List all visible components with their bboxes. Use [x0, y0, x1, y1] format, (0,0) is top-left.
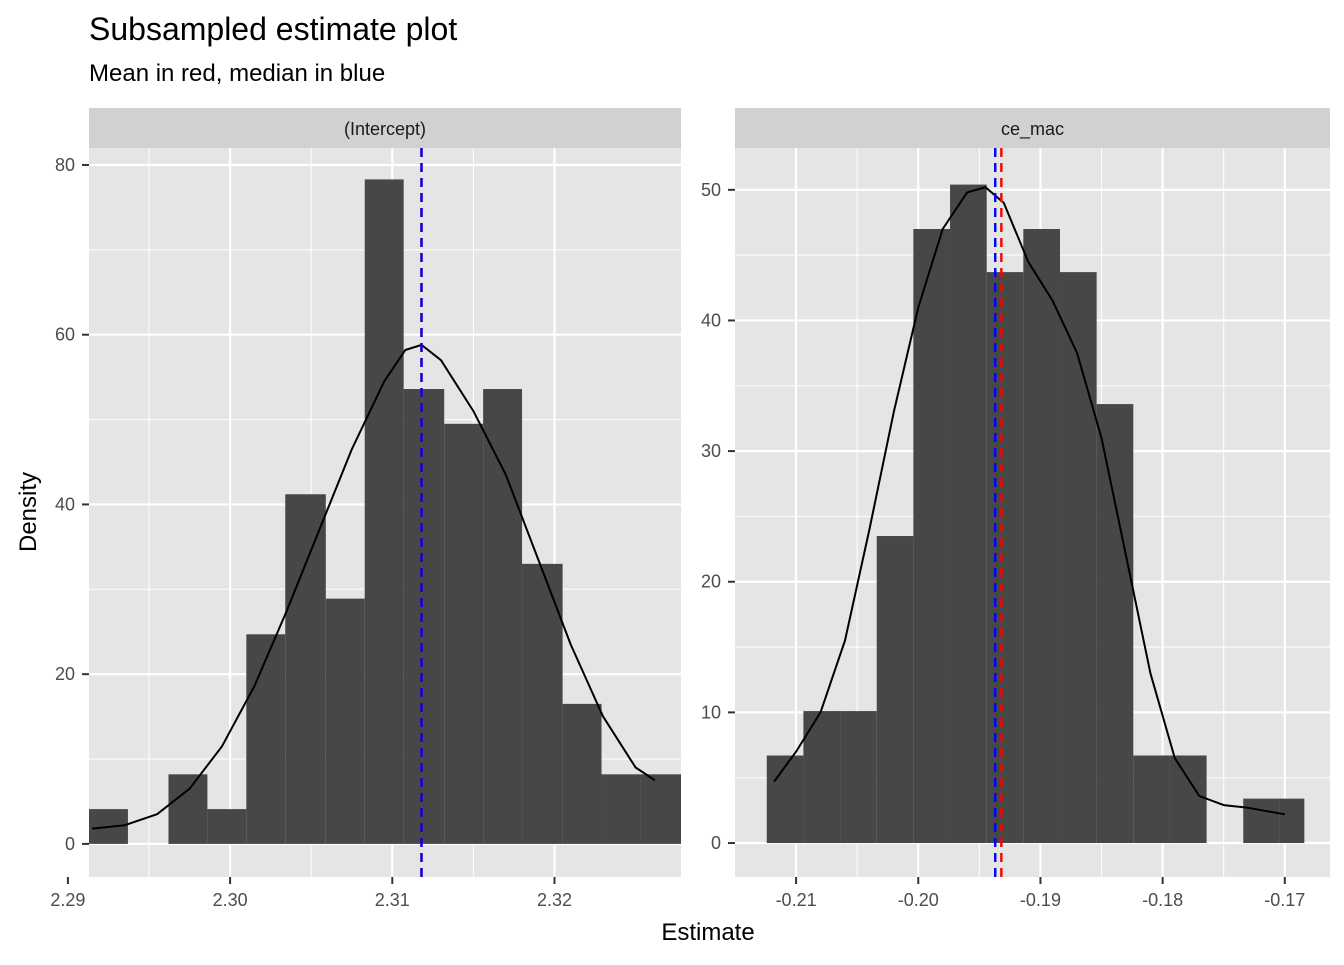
density-curve [773, 186, 1285, 816]
x-tick-label: 2.30 [213, 890, 248, 910]
histogram-bar [1133, 755, 1170, 844]
histogram-bar [364, 179, 404, 844]
y-tick-label: 50 [701, 180, 721, 200]
histogram-bar [285, 494, 326, 844]
facet-panel-0: (Intercept) 2.29 2.30 2.31 2.32 0 20 40 60 80 [50, 108, 681, 910]
histogram-bar [950, 184, 987, 844]
facet-strip [735, 108, 1330, 148]
x-tick-label: 2.31 [375, 890, 410, 910]
y-axis-title: Density [15, 472, 42, 552]
y-tick-label: 40 [701, 310, 721, 330]
histogram-bar [876, 536, 914, 844]
x-tick-label: 2.29 [50, 890, 85, 910]
facet-strip-label: ce_mac [1001, 119, 1064, 140]
y-tick-label: 20 [55, 664, 75, 684]
facet-panel-1: ce_mac -0.21 -0.20 -0.19 -0.18 -0.17 0 10 20 30 40… [701, 108, 1330, 910]
histogram-bar [840, 711, 877, 844]
histogram-bar [766, 755, 804, 844]
histogram-bar [1096, 404, 1134, 844]
histogram-bar [207, 809, 247, 844]
histogram-bar [483, 389, 523, 844]
histogram-bar [1243, 798, 1280, 844]
histogram-bar [913, 229, 951, 844]
histogram-bar [1279, 798, 1305, 844]
histogram-bar [168, 774, 208, 844]
y-tick-label: 0 [65, 834, 75, 854]
histogram-bar [640, 774, 681, 844]
x-tick-label: -0.18 [1142, 890, 1183, 910]
histogram-bar [444, 423, 484, 844]
histogram-bar [803, 711, 841, 844]
x-tick-label: -0.21 [776, 890, 817, 910]
x-tick-label: 2.32 [537, 890, 572, 910]
y-tick-label: 0 [711, 833, 721, 853]
x-tick-label: -0.17 [1264, 890, 1305, 910]
chart-subtitle: Mean in red, median in blue [89, 60, 385, 87]
facet-strip [89, 108, 681, 148]
histogram-bar [1169, 755, 1207, 844]
x-axis-title: Estimate [661, 919, 754, 946]
y-tick-label: 30 [701, 441, 721, 461]
histogram-bar [986, 272, 1024, 844]
density-curve [92, 343, 656, 830]
histogram-bar [601, 774, 641, 844]
histogram-bar [562, 703, 602, 844]
y-tick-label: 60 [55, 325, 75, 345]
y-tick-label: 40 [55, 494, 75, 514]
x-tick-label: -0.20 [898, 890, 939, 910]
histogram-bar [522, 563, 563, 844]
histogram-bar [403, 389, 445, 844]
y-tick-label: 10 [701, 702, 721, 722]
x-tick-label: -0.19 [1020, 890, 1061, 910]
facet-panels: (Intercept) 2.29 2.30 2.31 2.32 0 20 40 60 80 ce_m… [50, 108, 1330, 910]
histogram-bar [1023, 229, 1060, 844]
histogram-bar [1059, 272, 1097, 844]
y-tick-label: 20 [701, 572, 721, 592]
y-tick-label: 80 [55, 155, 75, 175]
chart-title: Subsampled estimate plot [89, 11, 457, 47]
histogram-bar [325, 598, 365, 844]
histogram-bar [246, 634, 286, 844]
facet-strip-label: (Intercept) [344, 119, 426, 139]
